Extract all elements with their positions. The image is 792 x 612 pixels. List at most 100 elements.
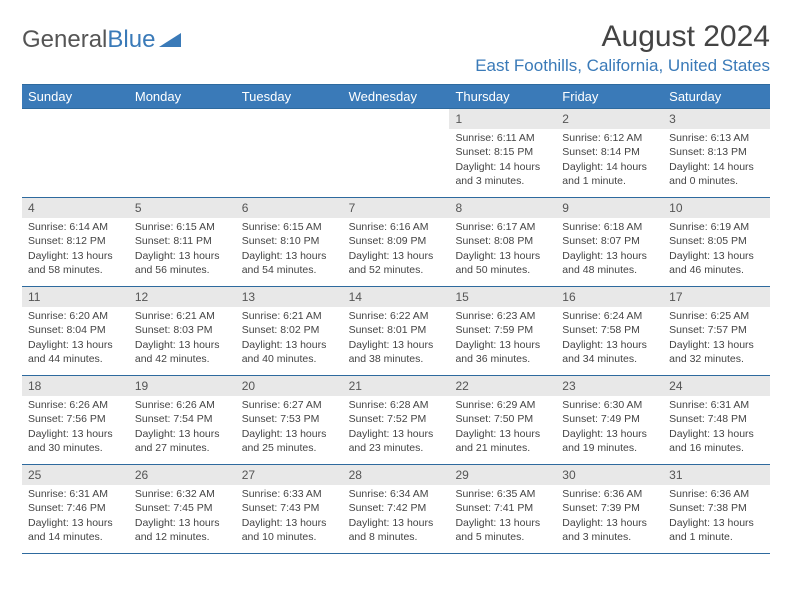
day-info-line: Daylight: 13 hours (669, 338, 764, 352)
day-info-line: Sunrise: 6:26 AM (28, 398, 123, 412)
day-info-line: Sunrise: 6:30 AM (562, 398, 657, 412)
day-info-line: Sunset: 7:52 PM (349, 412, 444, 426)
day-info-line: and 44 minutes. (28, 352, 123, 366)
day-body: Sunrise: 6:31 AMSunset: 7:46 PMDaylight:… (22, 485, 129, 548)
day-info-line: Sunrise: 6:21 AM (242, 309, 337, 323)
day-body: Sunrise: 6:34 AMSunset: 7:42 PMDaylight:… (343, 485, 450, 548)
day-info-line: Sunrise: 6:24 AM (562, 309, 657, 323)
day-info-line: Sunrise: 6:11 AM (455, 131, 550, 145)
day-info-line: Daylight: 13 hours (455, 249, 550, 263)
day-cell (236, 109, 343, 197)
day-info-line: Sunrise: 6:18 AM (562, 220, 657, 234)
day-number: 27 (236, 465, 343, 485)
day-info-line: Sunset: 7:42 PM (349, 501, 444, 515)
day-info-line: Daylight: 13 hours (349, 516, 444, 530)
day-info-line: and 48 minutes. (562, 263, 657, 277)
day-info-line: Sunset: 8:05 PM (669, 234, 764, 248)
day-info-line: Sunset: 7:50 PM (455, 412, 550, 426)
day-body: Sunrise: 6:20 AMSunset: 8:04 PMDaylight:… (22, 307, 129, 370)
day-cell: 28Sunrise: 6:34 AMSunset: 7:42 PMDayligh… (343, 465, 450, 553)
day-cell (22, 109, 129, 197)
day-info-line: Sunset: 8:04 PM (28, 323, 123, 337)
day-info-line: and 42 minutes. (135, 352, 230, 366)
day-info-line: Sunrise: 6:36 AM (562, 487, 657, 501)
day-info-line: Sunset: 7:59 PM (455, 323, 550, 337)
day-body: Sunrise: 6:25 AMSunset: 7:57 PMDaylight:… (663, 307, 770, 370)
day-cell: 21Sunrise: 6:28 AMSunset: 7:52 PMDayligh… (343, 376, 450, 464)
header: GeneralBlue August 2024 East Foothills, … (22, 20, 770, 76)
day-info-line: Daylight: 13 hours (669, 427, 764, 441)
day-cell: 3Sunrise: 6:13 AMSunset: 8:13 PMDaylight… (663, 109, 770, 197)
day-cell: 4Sunrise: 6:14 AMSunset: 8:12 PMDaylight… (22, 198, 129, 286)
day-number: 25 (22, 465, 129, 485)
day-info-line: and 0 minutes. (669, 174, 764, 188)
day-number: 16 (556, 287, 663, 307)
day-info-line: Daylight: 13 hours (242, 249, 337, 263)
day-info-line: and 16 minutes. (669, 441, 764, 455)
day-info-line: and 8 minutes. (349, 530, 444, 544)
day-body: Sunrise: 6:32 AMSunset: 7:45 PMDaylight:… (129, 485, 236, 548)
week-row: 11Sunrise: 6:20 AMSunset: 8:04 PMDayligh… (22, 287, 770, 376)
day-number: 6 (236, 198, 343, 218)
day-cell: 7Sunrise: 6:16 AMSunset: 8:09 PMDaylight… (343, 198, 450, 286)
day-info-line: and 27 minutes. (135, 441, 230, 455)
day-body: Sunrise: 6:36 AMSunset: 7:39 PMDaylight:… (556, 485, 663, 548)
day-number: 5 (129, 198, 236, 218)
day-info-line: and 3 minutes. (562, 530, 657, 544)
day-info-line: Daylight: 13 hours (349, 427, 444, 441)
day-cell: 8Sunrise: 6:17 AMSunset: 8:08 PMDaylight… (449, 198, 556, 286)
day-info-line: and 25 minutes. (242, 441, 337, 455)
day-cell: 20Sunrise: 6:27 AMSunset: 7:53 PMDayligh… (236, 376, 343, 464)
day-number: 24 (663, 376, 770, 396)
day-cell: 15Sunrise: 6:23 AMSunset: 7:59 PMDayligh… (449, 287, 556, 375)
day-info-line: Daylight: 13 hours (242, 427, 337, 441)
day-info-line: Daylight: 14 hours (669, 160, 764, 174)
day-number: 12 (129, 287, 236, 307)
day-info-line: Sunset: 7:49 PM (562, 412, 657, 426)
weekday-header-cell: Tuesday (236, 85, 343, 108)
day-info-line: and 21 minutes. (455, 441, 550, 455)
day-info-line: Sunrise: 6:12 AM (562, 131, 657, 145)
day-info-line: Daylight: 14 hours (562, 160, 657, 174)
day-info-line: and 36 minutes. (455, 352, 550, 366)
day-cell: 30Sunrise: 6:36 AMSunset: 7:39 PMDayligh… (556, 465, 663, 553)
day-cell: 16Sunrise: 6:24 AMSunset: 7:58 PMDayligh… (556, 287, 663, 375)
day-info-line: Sunrise: 6:28 AM (349, 398, 444, 412)
weekday-header-cell: Saturday (663, 85, 770, 108)
weekday-header-row: SundayMondayTuesdayWednesdayThursdayFrid… (22, 84, 770, 109)
day-info-line: and 52 minutes. (349, 263, 444, 277)
day-body: Sunrise: 6:15 AMSunset: 8:11 PMDaylight:… (129, 218, 236, 281)
day-body: Sunrise: 6:30 AMSunset: 7:49 PMDaylight:… (556, 396, 663, 459)
day-info-line: Sunrise: 6:13 AM (669, 131, 764, 145)
day-body: Sunrise: 6:22 AMSunset: 8:01 PMDaylight:… (343, 307, 450, 370)
logo-triangle-icon (159, 26, 181, 54)
day-info-line: Sunset: 7:45 PM (135, 501, 230, 515)
day-info-line: Sunset: 7:43 PM (242, 501, 337, 515)
day-info-line: Daylight: 13 hours (135, 427, 230, 441)
day-info-line: Daylight: 13 hours (135, 249, 230, 263)
day-number: 29 (449, 465, 556, 485)
day-info-line: Sunset: 8:10 PM (242, 234, 337, 248)
day-info-line: Sunrise: 6:14 AM (28, 220, 123, 234)
day-info-line: Sunset: 7:48 PM (669, 412, 764, 426)
day-body: Sunrise: 6:18 AMSunset: 8:07 PMDaylight:… (556, 218, 663, 281)
day-info-line: Sunset: 8:07 PM (562, 234, 657, 248)
day-info-line: Sunrise: 6:20 AM (28, 309, 123, 323)
day-body: Sunrise: 6:11 AMSunset: 8:15 PMDaylight:… (449, 129, 556, 192)
day-number: 22 (449, 376, 556, 396)
day-info-line: Daylight: 13 hours (562, 516, 657, 530)
day-info-line: Daylight: 13 hours (135, 516, 230, 530)
weeks-container: 1Sunrise: 6:11 AMSunset: 8:15 PMDaylight… (22, 109, 770, 554)
day-number: 18 (22, 376, 129, 396)
day-info-line: Sunrise: 6:25 AM (669, 309, 764, 323)
day-info-line: Daylight: 13 hours (669, 249, 764, 263)
day-number: 31 (663, 465, 770, 485)
day-info-line: Daylight: 13 hours (242, 338, 337, 352)
day-info-line: and 14 minutes. (28, 530, 123, 544)
day-info-line: Sunrise: 6:26 AM (135, 398, 230, 412)
day-info-line: and 34 minutes. (562, 352, 657, 366)
day-info-line: and 23 minutes. (349, 441, 444, 455)
day-info-line: Sunset: 7:39 PM (562, 501, 657, 515)
day-info-line: Daylight: 13 hours (455, 338, 550, 352)
month-title: August 2024 (475, 20, 770, 54)
